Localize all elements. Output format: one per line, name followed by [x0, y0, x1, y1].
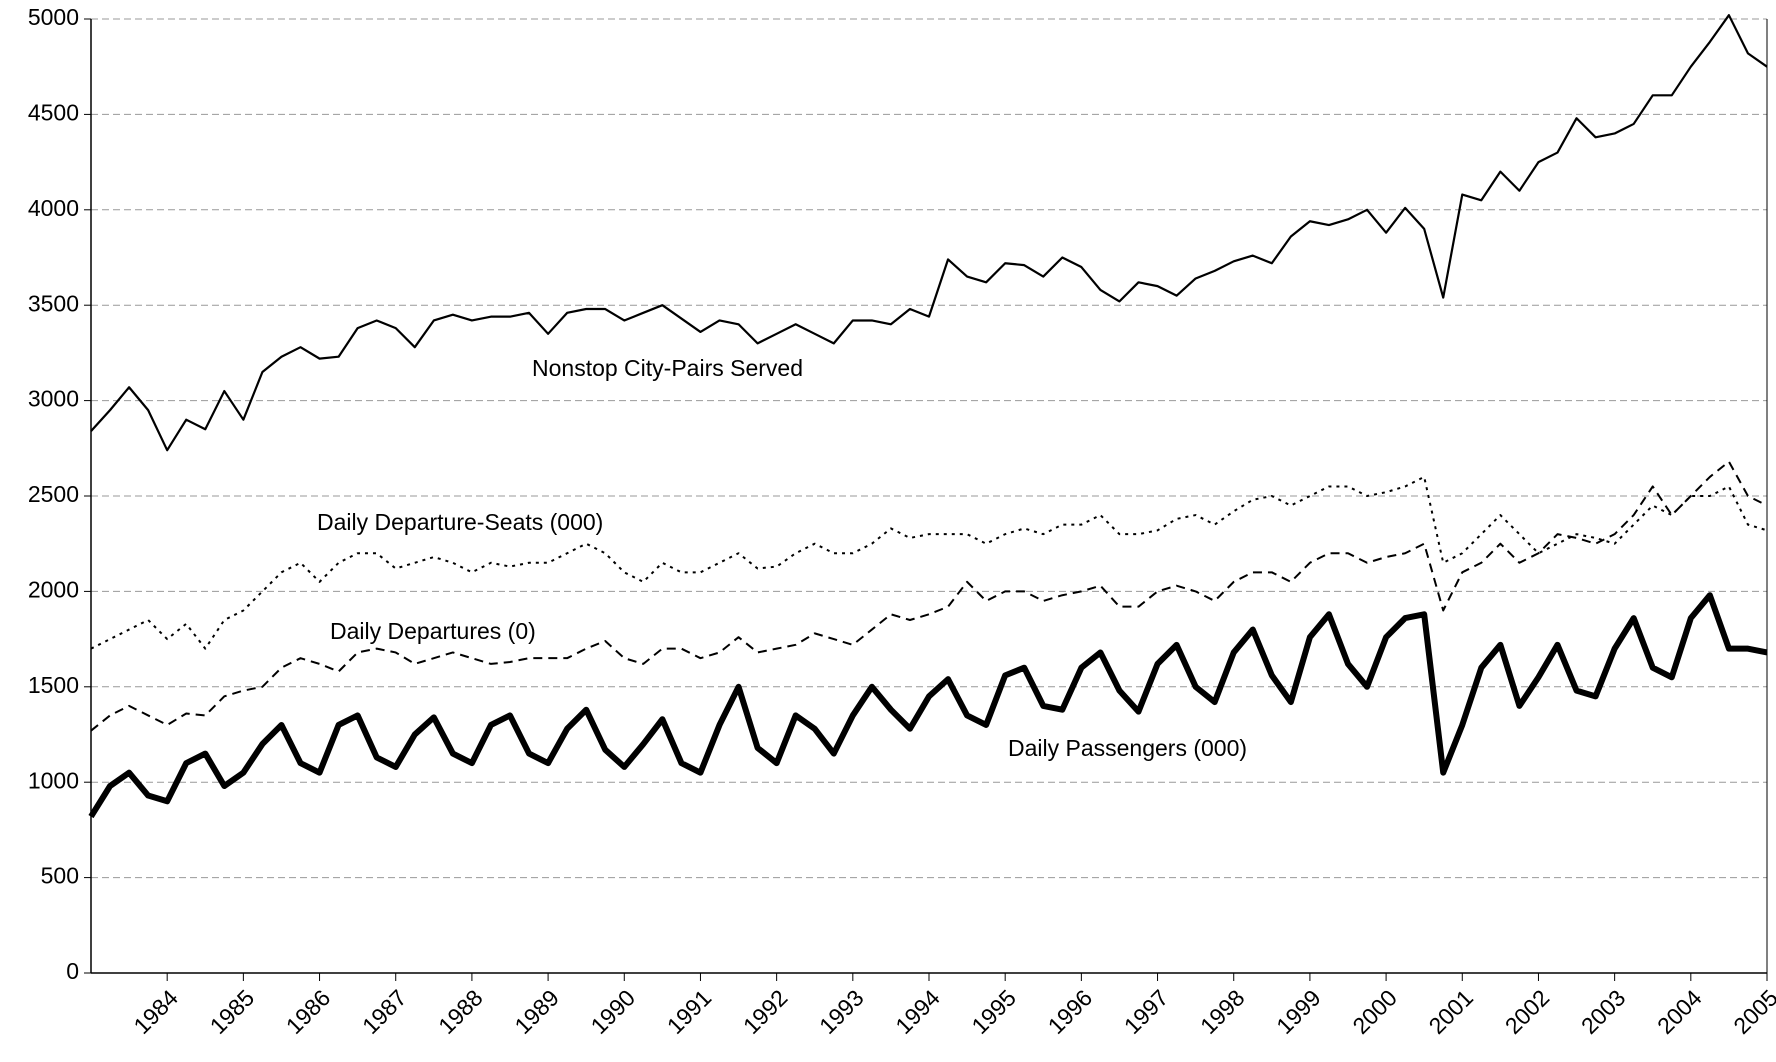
series-label: Daily Departure-Seats (000) [317, 509, 603, 535]
x-tick-label: 1992 [738, 984, 793, 1039]
x-tick-label: 1998 [1195, 984, 1250, 1039]
x-tick-label: 1986 [281, 984, 336, 1039]
x-tick-label: 1995 [966, 984, 1021, 1039]
x-tick-label: 1988 [433, 984, 488, 1039]
series-line [88, 592, 1768, 819]
y-tick-label: 2000 [28, 576, 79, 602]
x-tick-label: 1990 [586, 984, 641, 1039]
y-tick-label: 1000 [28, 767, 79, 793]
x-tick-label: 1997 [1119, 984, 1174, 1039]
y-tick-label: 4000 [28, 195, 79, 221]
x-tick-label: 1987 [357, 984, 412, 1039]
x-tick-label: 1999 [1271, 984, 1326, 1039]
y-tick-label: 3500 [28, 290, 79, 316]
x-tick-label: 2004 [1652, 984, 1707, 1039]
x-tick-label: 1996 [1043, 984, 1098, 1039]
series-label: Nonstop City-Pairs Served [532, 355, 803, 381]
series-line [90, 14, 1768, 452]
series-label: Daily Departures (0) [330, 618, 536, 644]
series-label: Daily Passengers (000) [1008, 735, 1247, 761]
x-tick-label: 2003 [1576, 984, 1631, 1039]
x-tick-label: 1993 [814, 984, 869, 1039]
x-tick-label: 1985 [205, 984, 260, 1039]
y-tick-label: 1500 [28, 672, 79, 698]
x-tick-label: 2001 [1424, 984, 1479, 1039]
x-tick-label: 1989 [509, 984, 564, 1039]
y-tick-label: 2500 [28, 481, 79, 507]
x-tick-label: 1994 [890, 984, 945, 1039]
y-tick-label: 0 [66, 958, 79, 984]
x-tick-label: 2002 [1500, 984, 1555, 1039]
y-tick-label: 500 [41, 863, 79, 889]
x-tick-label: 2005 [1728, 984, 1776, 1039]
y-tick-label: 5000 [28, 4, 79, 30]
y-tick-label: 3000 [28, 386, 79, 412]
x-tick-label: 1984 [128, 984, 183, 1039]
series-line [90, 475, 1768, 650]
x-tick-label: 1991 [662, 984, 717, 1039]
series-line [90, 460, 1768, 732]
y-tick-label: 4500 [28, 99, 79, 125]
x-tick-label: 2000 [1347, 984, 1402, 1039]
